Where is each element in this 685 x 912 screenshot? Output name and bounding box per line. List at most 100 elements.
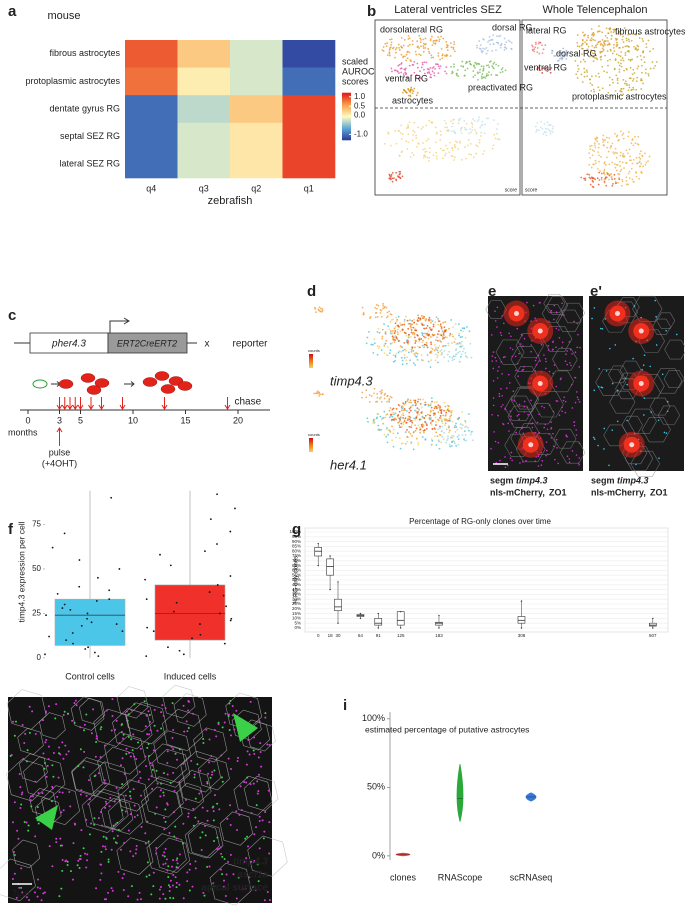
umap-dot — [412, 154, 415, 156]
arrow — [124, 381, 135, 387]
transcript-dot — [575, 454, 578, 456]
umap-dot — [537, 42, 540, 45]
cell-outline — [561, 302, 586, 324]
transcript-dot — [82, 766, 85, 769]
umap-dot — [610, 94, 612, 97]
umap-dot — [399, 418, 402, 421]
umap-dot — [436, 435, 439, 438]
umap-dot — [424, 438, 427, 440]
transcript-dot — [658, 457, 660, 459]
cell-outline — [117, 779, 149, 812]
cross-label: x — [205, 339, 210, 350]
umap-dot — [459, 355, 462, 358]
transcript-dot — [518, 418, 520, 421]
umap-dot — [383, 410, 386, 413]
transcript-dot — [159, 885, 162, 888]
umap-dot — [389, 416, 391, 419]
umap-dot — [446, 420, 449, 422]
umap-dot — [541, 52, 544, 55]
umap-dot — [559, 52, 562, 54]
umap-dot — [386, 346, 389, 348]
umap-dot — [628, 170, 631, 173]
transcript-dot — [511, 422, 513, 425]
umap-dot — [415, 94, 418, 97]
transcript-dot — [257, 756, 260, 759]
umap-dot — [434, 359, 437, 362]
umap-dot — [407, 343, 409, 346]
transcript-dot — [599, 327, 602, 330]
cell-outline — [124, 702, 154, 733]
umap-dot — [626, 84, 628, 87]
umap-dot — [409, 409, 412, 412]
transcript-dot — [16, 829, 19, 832]
colorbar-step — [342, 96, 351, 98]
box — [54, 598, 126, 646]
umap-dot — [435, 421, 437, 423]
umap-dot — [427, 138, 430, 140]
transcript-dot — [169, 781, 172, 784]
transcript-dot — [219, 846, 222, 849]
cluster-label: fibrous astrocytes — [615, 26, 685, 36]
transcript-dot — [87, 803, 90, 806]
umap-dot — [645, 46, 648, 49]
transcript-dot — [266, 743, 269, 746]
umap-dot — [483, 76, 485, 79]
umap-dot — [505, 41, 508, 44]
umap-dot — [375, 311, 378, 314]
timeline-label: 15 — [180, 415, 190, 425]
umap-dot — [415, 437, 418, 440]
column-label: q1 — [304, 183, 314, 193]
umap-dot — [435, 405, 437, 408]
transcript-dot — [50, 800, 53, 803]
umap-dot — [461, 340, 463, 343]
umap-dot — [639, 54, 642, 57]
transcript-dot — [166, 869, 169, 872]
umap-dot — [492, 67, 495, 70]
umap-dot — [442, 334, 445, 336]
umap-dot — [381, 335, 384, 338]
cell-outline — [107, 798, 144, 835]
umap-dot — [619, 89, 622, 92]
transcript-dot — [99, 756, 102, 759]
cell-outline — [627, 408, 657, 434]
umap-dot — [535, 43, 537, 46]
transcript-dot — [212, 810, 215, 813]
umap-dot — [415, 417, 417, 420]
transcript-dot — [635, 463, 637, 466]
heatmap-cell — [177, 67, 231, 96]
transcript-dot — [88, 833, 91, 836]
umap-dot — [453, 143, 456, 146]
umap-dot — [458, 332, 461, 335]
umap-dot — [488, 71, 490, 74]
umap-dot — [407, 335, 410, 338]
transcript-dot — [151, 768, 154, 771]
umap-dot — [640, 88, 643, 90]
cell-outline — [116, 686, 149, 719]
umap-dot — [411, 319, 414, 322]
umap-dot — [614, 151, 617, 154]
umap-dot — [546, 121, 549, 124]
umap-dot — [407, 88, 410, 91]
umap-dot — [384, 392, 387, 395]
transcript-dot — [163, 851, 166, 854]
umap-dot — [444, 414, 447, 417]
transcript-dot — [204, 824, 207, 827]
transcript-dot — [176, 857, 179, 860]
umap-dot — [388, 400, 391, 403]
transcript-dot — [501, 315, 503, 317]
umap-dot — [430, 56, 433, 59]
umap-dot — [411, 346, 414, 349]
umap-dot — [438, 38, 441, 41]
sampling-arrow — [77, 397, 84, 410]
umap-dot — [401, 323, 404, 326]
umap-dot — [430, 423, 433, 426]
transcript-dot — [151, 787, 154, 790]
umap-dot — [390, 43, 393, 46]
umap-dot — [463, 439, 466, 442]
transcript-dot — [61, 869, 64, 872]
umap-dot — [415, 137, 418, 139]
umap-dot — [417, 45, 419, 48]
transcript-dot — [243, 860, 246, 863]
umap-dot — [414, 342, 417, 344]
umap-dot — [625, 149, 628, 152]
